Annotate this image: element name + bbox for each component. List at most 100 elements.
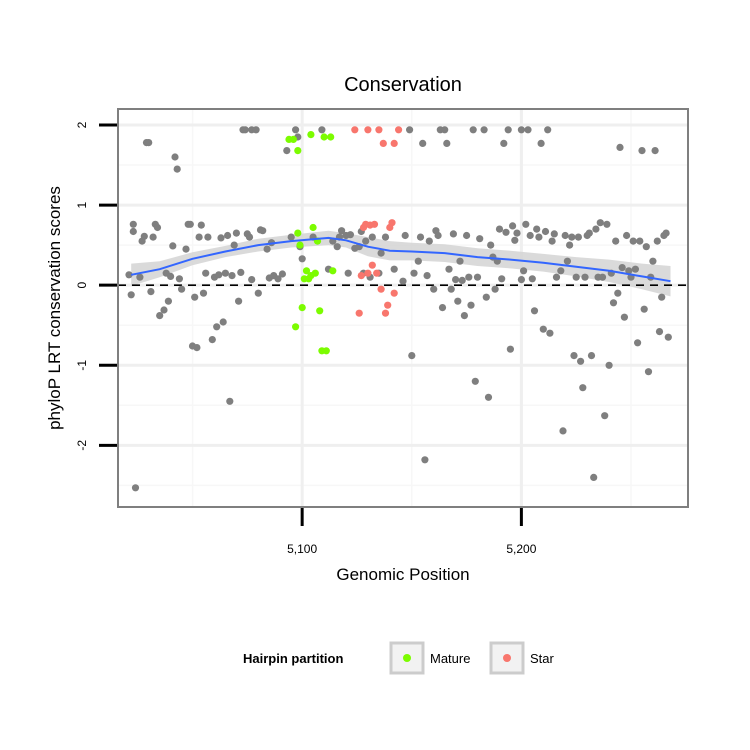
data-point-mature <box>322 347 330 355</box>
data-point-background <box>434 231 442 240</box>
data-point-background <box>292 126 300 134</box>
data-point-background <box>649 257 657 265</box>
data-point-background <box>245 233 254 241</box>
data-point-background <box>263 245 271 253</box>
data-point-background <box>526 231 534 240</box>
data-point-background <box>193 344 201 352</box>
data-point-background <box>414 257 422 265</box>
data-point-background <box>616 143 624 151</box>
data-point-background <box>634 339 642 347</box>
data-point-background <box>410 269 418 277</box>
data-point-background <box>480 126 488 134</box>
data-point-background <box>452 276 460 284</box>
data-point-mature <box>307 131 315 139</box>
data-point-background <box>552 273 561 281</box>
data-point-background <box>213 323 221 331</box>
data-point-mature <box>327 133 335 141</box>
legend: Hairpin partition Mature Star <box>243 641 555 675</box>
data-point-background <box>482 293 490 301</box>
data-point-background <box>609 299 618 307</box>
data-point-background <box>454 297 462 305</box>
data-point-mature <box>294 229 302 237</box>
data-point-background <box>458 276 466 284</box>
data-point-star <box>377 285 385 293</box>
data-point-background <box>574 233 583 241</box>
data-point-background <box>598 273 607 281</box>
data-point-background <box>620 313 629 321</box>
data-point-background <box>175 275 183 283</box>
data-point-star <box>375 126 383 134</box>
data-point-background <box>625 267 633 275</box>
data-point-background <box>167 272 175 280</box>
data-point-background <box>129 227 137 236</box>
data-point-background <box>195 233 203 241</box>
data-point-background <box>197 221 205 229</box>
data-point-background <box>219 318 227 326</box>
data-point-background <box>140 232 148 240</box>
data-point-background <box>298 255 306 263</box>
data-point-background <box>651 147 659 155</box>
data-point-background <box>232 229 240 237</box>
data-point-background <box>447 285 455 293</box>
legend-swatch-star <box>503 654 511 662</box>
data-point-background <box>541 227 550 236</box>
data-point-background <box>408 352 416 360</box>
data-point-background <box>419 139 427 147</box>
data-point-background <box>640 305 648 313</box>
data-point-background <box>638 147 646 155</box>
data-point-background <box>548 237 556 245</box>
data-point-background <box>438 304 447 312</box>
data-point-background <box>202 269 210 277</box>
data-point-mature <box>298 304 306 312</box>
data-point-background <box>125 271 133 279</box>
data-point-background <box>544 126 552 134</box>
data-point-background <box>208 336 216 344</box>
data-point-background <box>445 265 453 273</box>
legend-label-mature: Mature <box>430 651 470 666</box>
y-axis-title: phyloP LRT conservation scores <box>45 186 64 430</box>
data-point-background <box>517 276 526 284</box>
data-point-background <box>561 231 569 240</box>
legend-label-star: Star <box>530 651 555 666</box>
data-point-background <box>381 233 390 241</box>
data-point-background <box>618 264 626 272</box>
data-point-background <box>636 237 644 245</box>
data-point-background <box>274 275 282 283</box>
data-point-background <box>169 242 177 250</box>
data-point-background <box>603 220 611 228</box>
data-point-star <box>395 126 403 134</box>
data-point-background <box>421 456 429 464</box>
x-axis: 5,100 5,200 <box>287 508 537 556</box>
data-point-background <box>235 297 243 305</box>
data-point-background <box>577 357 585 365</box>
data-point-mature <box>302 267 311 275</box>
data-point-background <box>333 243 341 251</box>
plot-background <box>118 109 688 507</box>
data-point-star <box>351 126 359 134</box>
data-point-background <box>368 233 376 241</box>
x-tick-label: 5,100 <box>287 542 317 556</box>
data-point-background <box>612 237 620 245</box>
data-point-background <box>539 325 547 333</box>
data-point-mature <box>329 267 337 275</box>
y-tick-label: -2 <box>75 440 89 451</box>
data-point-background <box>596 219 604 227</box>
data-point-background <box>504 126 512 134</box>
data-point-star <box>364 269 372 277</box>
data-point-star <box>388 219 396 227</box>
data-point-background <box>572 273 580 281</box>
data-point-star <box>379 139 387 147</box>
data-point-background <box>217 234 225 242</box>
data-point-background <box>153 223 162 232</box>
y-tick-label: -1 <box>75 360 89 371</box>
data-point-mature <box>311 269 319 277</box>
data-point-background <box>237 268 245 276</box>
data-point-background <box>533 225 541 233</box>
data-point-background <box>653 237 661 245</box>
data-point-star <box>368 261 376 269</box>
data-point-star <box>364 126 372 134</box>
data-point-mature <box>294 147 302 155</box>
data-point-background <box>530 307 539 315</box>
data-point-background <box>498 275 506 283</box>
data-point-star <box>390 139 398 147</box>
